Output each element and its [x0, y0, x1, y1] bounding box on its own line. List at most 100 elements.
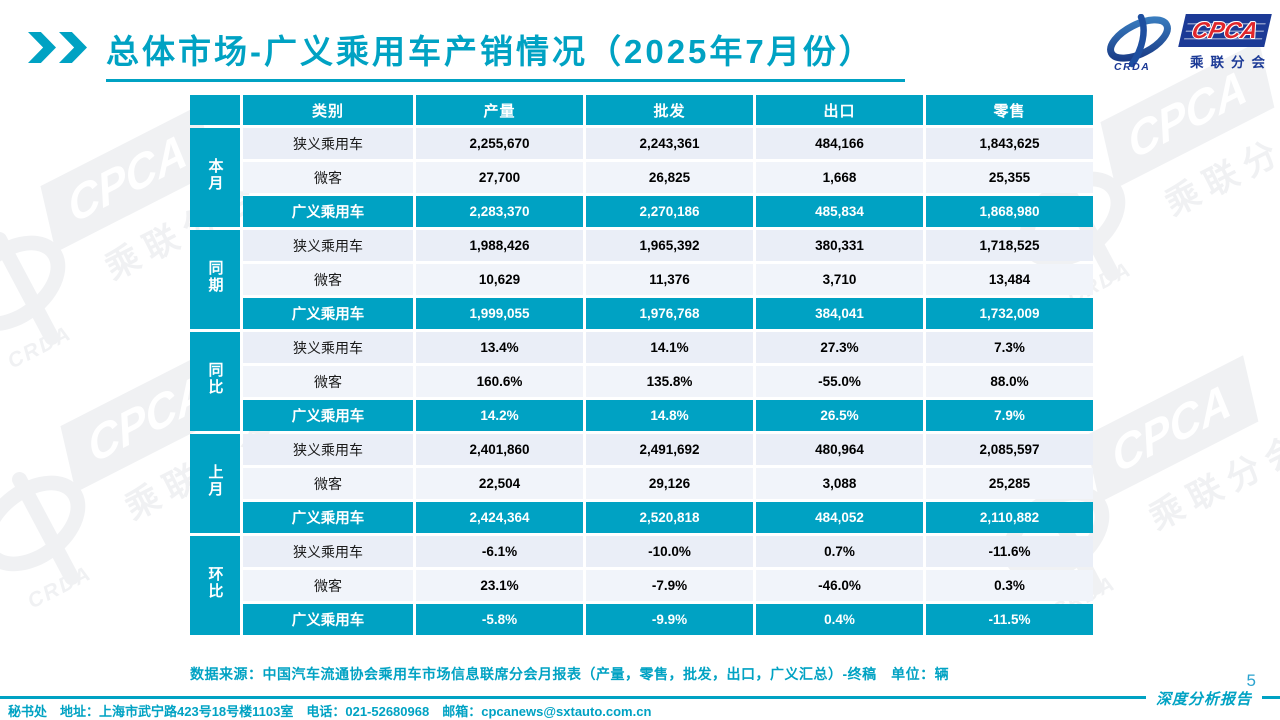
category-cell: 狭义乘用车 — [243, 536, 413, 567]
value-cell: 1,668 — [756, 162, 923, 193]
category-cell: 微客 — [243, 264, 413, 295]
row-group-label: 本月 — [190, 128, 240, 227]
category-cell: 狭义乘用车 — [243, 332, 413, 363]
value-cell: 2,085,597 — [926, 434, 1093, 465]
value-cell: 1,976,768 — [586, 298, 753, 329]
value-cell: 1,965,392 — [586, 230, 753, 261]
table-corner-cell — [190, 95, 240, 125]
value-cell: 480,964 — [756, 434, 923, 465]
table-row: 同期 狭义乘用车 1,988,426 1,965,392 380,331 1,718,52… — [190, 230, 1093, 329]
table-header-row: 类别 产量 批发 出口 零售 — [190, 95, 1093, 125]
category-cell: 狭义乘用车 — [243, 230, 413, 261]
value-cell: 27.3% — [756, 332, 923, 363]
logo-cpca-text: CPCA — [1189, 17, 1261, 43]
table-row: 广义乘用车 14.2% 14.8% 26.5% 7.9% — [190, 400, 1093, 431]
watermark-crda-text: CRDA — [3, 321, 76, 374]
value-cell: 2,255,670 — [416, 128, 583, 159]
value-cell: 7.3% — [926, 332, 1093, 363]
category-cell: 广义乘用车 — [243, 502, 413, 533]
value-cell: -10.0% — [586, 536, 753, 567]
watermark-subtitle: 乘联分会 — [1143, 425, 1280, 538]
table-row: 广义乘用车 2,424,364 2,520,818 484,052 2,110,882 — [190, 502, 1093, 533]
category-cell: 狭义乘用车 — [243, 434, 413, 465]
market-table-body: 本月 狭义乘用车 2,255,670 2,243,361 484,166 1,843,62… — [190, 128, 1093, 635]
category-cell: 微客 — [243, 162, 413, 193]
value-cell: -46.0% — [756, 570, 923, 601]
column-header: 批发 — [586, 95, 753, 125]
value-cell: 14.1% — [586, 332, 753, 363]
column-header: 零售 — [926, 95, 1093, 125]
value-cell: 14.8% — [586, 400, 753, 431]
value-cell: 25,355 — [926, 162, 1093, 193]
value-cell: 485,834 — [756, 196, 923, 227]
footer-contact: 秘书处 地址：上海市武宁路423号18号楼1103室 电话：021-526809… — [8, 704, 652, 719]
page-title: 总体市场-广义乘用车产销情况（2025年7月份） — [106, 25, 905, 82]
value-cell: 2,401,860 — [416, 434, 583, 465]
value-cell: 2,424,364 — [416, 502, 583, 533]
category-cell: 微客 — [243, 366, 413, 397]
value-cell: 2,491,692 — [586, 434, 753, 465]
category-cell: 广义乘用车 — [243, 604, 413, 635]
value-cell: 13,484 — [926, 264, 1093, 295]
table-row: 微客 160.6% 135.8% -55.0% 88.0% — [190, 366, 1093, 397]
value-cell: 3,088 — [756, 468, 923, 499]
report-type-label: 深度分析报告 — [1145, 688, 1262, 709]
double-chevron-icon — [28, 32, 87, 63]
value-cell: 384,041 — [756, 298, 923, 329]
table-row: 上月 狭义乘用车 2,401,860 2,491,692 480,964 2,085,59… — [190, 434, 1093, 533]
watermark-swoosh-icon — [0, 215, 84, 351]
table-row: 广义乘用车 1,999,055 1,976,768 384,041 1,732,009 — [190, 298, 1093, 329]
value-cell: 13.4% — [416, 332, 583, 363]
row-group-label: 上月 — [190, 434, 240, 533]
row-group-label: 同比 — [190, 332, 240, 431]
value-cell: 2,283,370 — [416, 196, 583, 227]
value-cell: -7.9% — [586, 570, 753, 601]
table-row: 同比 狭义乘用车 13.4% 14.1% 27.3% 7.3% — [190, 332, 1093, 431]
source-note: 数据来源：中国汽车流通协会乘用车市场信息联席分会月报表（产量，零售，批发，出口，… — [190, 666, 950, 682]
table-row: 广义乘用车 2,283,370 2,270,186 485,834 1,868,980 — [190, 196, 1093, 227]
value-cell: 484,166 — [756, 128, 923, 159]
cpca-logo: CRDA CPCA 乘联分会 — [1098, 14, 1272, 72]
value-cell: 22,504 — [416, 468, 583, 499]
table-row: 微客 22,504 29,126 3,088 25,285 — [190, 468, 1093, 499]
watermark-subtitle: 乘联分会 — [1159, 111, 1280, 224]
value-cell: -9.9% — [586, 604, 753, 635]
value-cell: -5.8% — [416, 604, 583, 635]
watermark-cpca-text: CPCA — [1084, 355, 1259, 503]
value-cell: 1,999,055 — [416, 298, 583, 329]
footer-divider — [0, 696, 1280, 699]
table-row: 微客 27,700 26,825 1,668 25,355 — [190, 162, 1093, 193]
table-row: 环比 狭义乘用车 -6.1% -10.0% 0.7% -11.6% — [190, 536, 1093, 635]
category-cell: 广义乘用车 — [243, 298, 413, 329]
value-cell: 1,732,009 — [926, 298, 1093, 329]
value-cell: 135.8% — [586, 366, 753, 397]
value-cell: 0.3% — [926, 570, 1093, 601]
value-cell: 1,843,625 — [926, 128, 1093, 159]
value-cell: 25,285 — [926, 468, 1093, 499]
value-cell: 2,243,361 — [586, 128, 753, 159]
value-cell: -55.0% — [756, 366, 923, 397]
table-row: 微客 10,629 11,376 3,710 13,484 — [190, 264, 1093, 295]
category-cell: 微客 — [243, 570, 413, 601]
value-cell: 1,868,980 — [926, 196, 1093, 227]
value-cell: 0.4% — [756, 604, 923, 635]
value-cell: 27,700 — [416, 162, 583, 193]
watermark-crda-text: CRDA — [23, 561, 96, 614]
value-cell: 160.6% — [416, 366, 583, 397]
value-cell: 2,520,818 — [586, 502, 753, 533]
category-cell: 狭义乘用车 — [243, 128, 413, 159]
value-cell: 29,126 — [586, 468, 753, 499]
value-cell: 26.5% — [756, 400, 923, 431]
value-cell: -11.5% — [926, 604, 1093, 635]
row-group-label: 环比 — [190, 536, 240, 635]
value-cell: 1,988,426 — [416, 230, 583, 261]
value-cell: 380,331 — [756, 230, 923, 261]
value-cell: 3,710 — [756, 264, 923, 295]
value-cell: 484,052 — [756, 502, 923, 533]
value-cell: 10,629 — [416, 264, 583, 295]
category-cell: 广义乘用车 — [243, 196, 413, 227]
value-cell: -6.1% — [416, 536, 583, 567]
value-cell: 11,376 — [586, 264, 753, 295]
table-row: 广义乘用车 -5.8% -9.9% 0.4% -11.5% — [190, 604, 1093, 635]
